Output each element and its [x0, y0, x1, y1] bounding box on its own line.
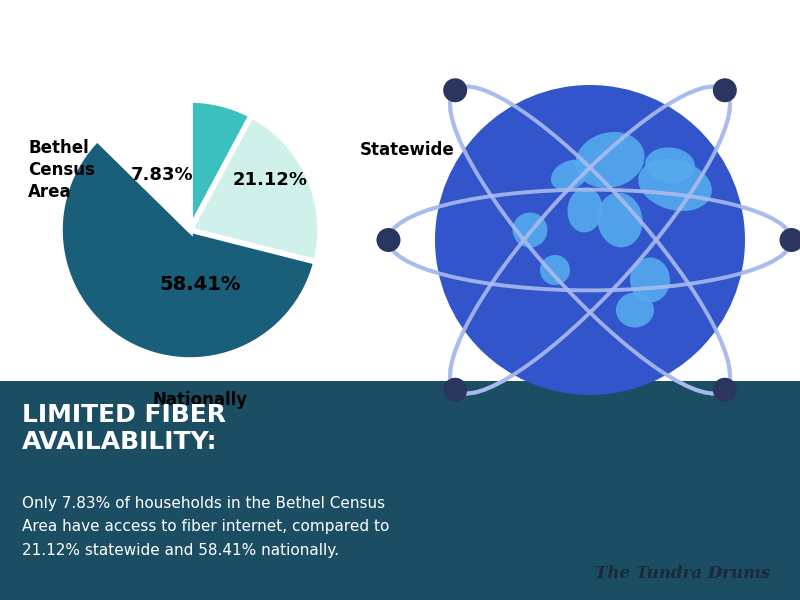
Ellipse shape [567, 188, 602, 232]
FancyBboxPatch shape [0, 381, 800, 600]
Circle shape [435, 85, 745, 395]
Text: Only 7.83% of households in the Bethel Census
Area have access to fiber internet: Only 7.83% of households in the Bethel C… [22, 496, 390, 558]
Circle shape [443, 78, 467, 102]
Ellipse shape [645, 148, 695, 182]
Ellipse shape [598, 193, 642, 247]
Circle shape [443, 378, 467, 402]
Text: LIMITED FIBER
AVAILABILITY:: LIMITED FIBER AVAILABILITY: [22, 403, 226, 454]
Wedge shape [98, 100, 190, 230]
Circle shape [779, 228, 800, 252]
Ellipse shape [551, 160, 589, 190]
Wedge shape [60, 139, 316, 360]
Circle shape [713, 78, 737, 102]
Ellipse shape [575, 132, 645, 188]
Text: Statewide: Statewide [360, 141, 454, 159]
Text: 58.41%: 58.41% [159, 275, 241, 295]
Wedge shape [190, 100, 251, 230]
Text: 21.12%: 21.12% [233, 171, 307, 189]
Text: The Tundra Drums: The Tundra Drums [595, 565, 770, 582]
Ellipse shape [638, 159, 712, 211]
Text: 7.83%: 7.83% [130, 166, 194, 184]
Text: Bethel
Census
Area: Bethel Census Area [28, 139, 95, 201]
Text: Nationally: Nationally [153, 391, 247, 409]
Ellipse shape [616, 292, 654, 328]
Circle shape [713, 378, 737, 402]
Ellipse shape [630, 257, 670, 302]
Circle shape [377, 228, 401, 252]
Wedge shape [190, 115, 320, 262]
Ellipse shape [513, 212, 547, 248]
Ellipse shape [540, 255, 570, 285]
